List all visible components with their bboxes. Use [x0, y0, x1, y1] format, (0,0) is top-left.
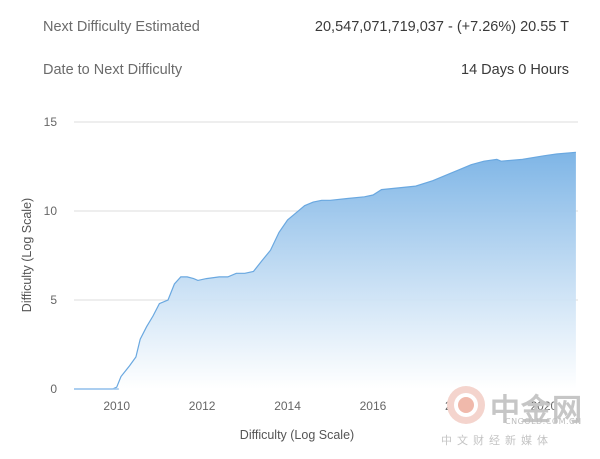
difficulty-area [74, 152, 576, 389]
next-difficulty-row: Next Difficulty Estimated 20,547,071,719… [43, 15, 569, 39]
y-tick-label: 0 [50, 382, 57, 396]
x-tick-label: 2012 [189, 399, 216, 413]
watermark-subtitle: 中文财经新媒体 [441, 434, 553, 447]
y-axis-ticks: 0 5 10 15 [44, 115, 58, 396]
watermark-url: CNGOLD.COM.CN [505, 417, 582, 426]
y-tick-label: 15 [44, 115, 58, 129]
date-to-next-difficulty-label: Date to Next Difficulty [43, 62, 183, 78]
x-tick-label: 2020 [530, 399, 557, 413]
x-axis-title: Difficulty (Log Scale) [240, 428, 354, 442]
next-difficulty-value: 20,547,071,719,037 - (+7.26%) 20.55 T [314, 19, 569, 35]
y-tick-label: 5 [50, 293, 57, 307]
x-tick-label: 2016 [360, 399, 387, 413]
y-axis-title: Difficulty (Log Scale) [20, 198, 34, 312]
x-tick-label: 2010 [103, 399, 130, 413]
x-tick-label: 2014 [274, 399, 301, 413]
date-to-next-difficulty-row: Date to Next Difficulty 14 Days 0 Hours [43, 58, 569, 82]
date-to-next-difficulty-value: 14 Days 0 Hours [461, 62, 569, 78]
y-tick-label: 10 [44, 204, 58, 218]
watermark-brand: 中金网 [490, 393, 583, 428]
next-difficulty-label: Next Difficulty Estimated [43, 19, 200, 35]
watermark-logo-icon [447, 386, 485, 424]
difficulty-line [74, 151, 576, 390]
